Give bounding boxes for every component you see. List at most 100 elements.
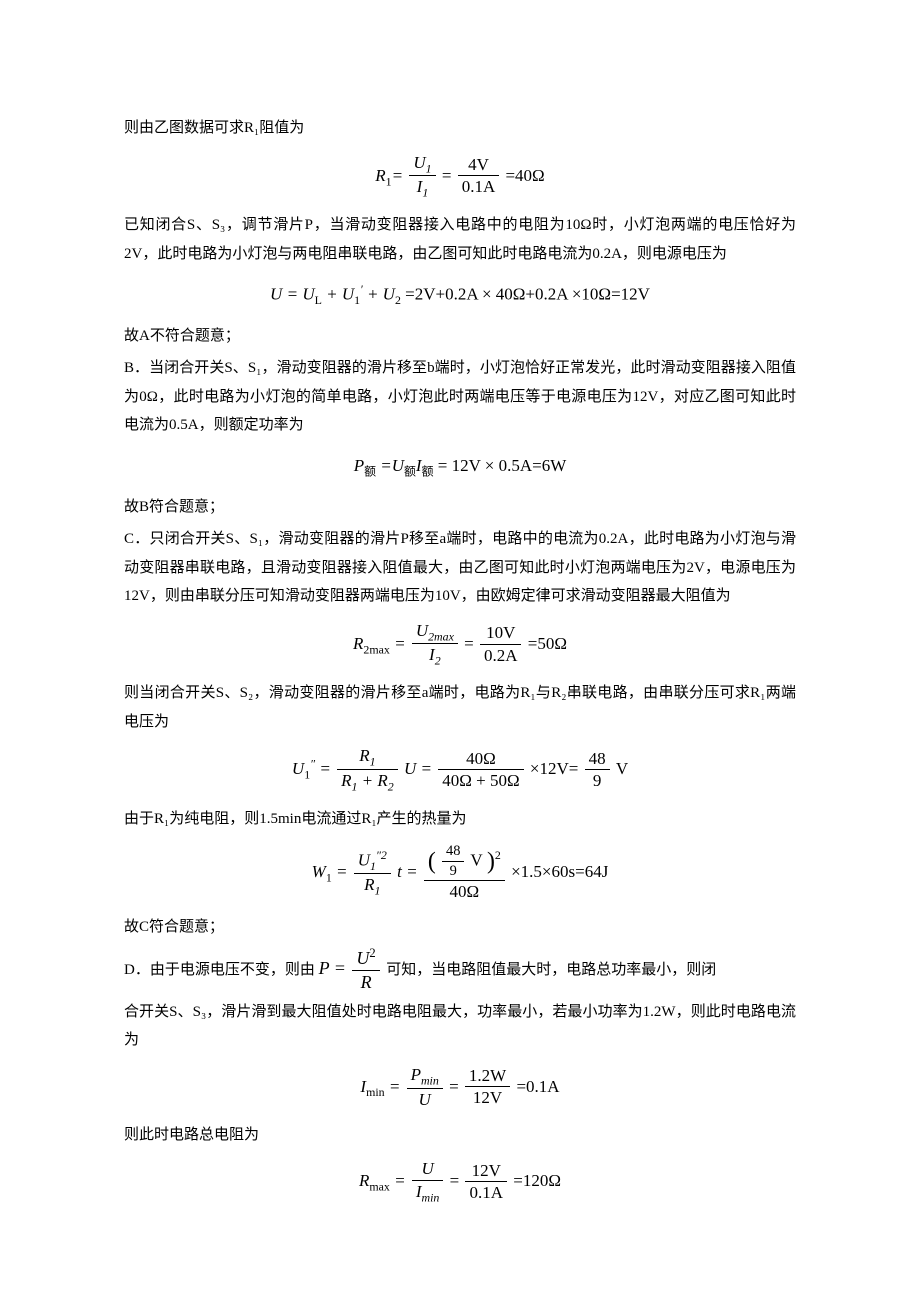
paragraph-8: 由于R₁为纯电阻，则1.5min电流通过R₁产生的热量为: [124, 805, 796, 834]
num: U: [412, 1159, 444, 1180]
result: =0.1A: [516, 1077, 559, 1096]
sub: min: [421, 1073, 439, 1087]
var: W: [312, 862, 326, 881]
var: U: [356, 948, 369, 968]
paragraph-10: D．由于电源电压不变，则由 P = U2 R 可知，当电路阻值最大时，电路总功率…: [124, 946, 796, 994]
fraction: 40Ω 40Ω + 50Ω: [438, 749, 523, 792]
var: P: [411, 1065, 421, 1084]
paragraph-3: 故A不符合题意；: [124, 322, 796, 351]
formula-imin: Imin = Pmin U = 1.2W 12V =0.1A: [124, 1065, 796, 1111]
inline-formula: P = U2 R: [319, 958, 387, 978]
plus: +: [357, 771, 377, 790]
den: 0.1A: [465, 1182, 507, 1204]
eq: =: [392, 166, 403, 185]
inner-fraction: 48 9: [442, 843, 464, 880]
num: 4V: [458, 155, 500, 176]
den: U: [407, 1089, 443, 1111]
paragraph-7: 则当闭合开关S、S₂，滑动变阻器的滑片移至a端时，电路为R₁与R₂串联电路，由串…: [124, 679, 796, 736]
paragraph-6: C．只闭合开关S、S₁，滑动变阻器的滑片P移至a端时，电路中的电流为0.2A，此…: [124, 525, 796, 611]
paragraph-1: 则由乙图数据可求R₁阻值为: [124, 114, 796, 143]
sup: ″: [310, 757, 315, 771]
unit: V: [616, 759, 628, 778]
var: R: [375, 166, 385, 185]
fraction: 12V 0.1A: [465, 1161, 507, 1204]
lhs: P =: [319, 958, 351, 978]
paragraph-11: 则此时电路总电阻为: [124, 1121, 796, 1150]
formula-r2max: R2max = U2max I2 = 10V 0.2A =50Ω: [124, 621, 796, 670]
var: R: [353, 634, 363, 653]
paragraph-9: 故C符合题意；: [124, 913, 796, 942]
sub: max: [369, 1180, 389, 1194]
big-fraction: ( 48 9 V )2 40Ω: [424, 843, 505, 903]
num-var: U: [413, 153, 425, 172]
num: 1.2W: [465, 1066, 510, 1087]
sub: min: [422, 1190, 440, 1204]
var: R: [359, 1171, 369, 1190]
mid: U =: [404, 759, 436, 778]
fraction: U1″2 R1: [354, 848, 391, 899]
fraction: Pmin U: [407, 1065, 443, 1111]
num: 48: [585, 749, 610, 770]
den: 40Ω: [424, 881, 505, 903]
fraction: R1 R1 + R2: [337, 746, 398, 795]
paragraph-10b: 合开关S、S₃，滑片滑到最大阻值处时电路电阻最大，功率最小，若最小功率为1.2W…: [124, 998, 796, 1055]
den: 0.1A: [458, 176, 500, 198]
sup: 2: [369, 946, 375, 960]
formula-rmax: Rmax = U Imin = 12V 0.1A =120Ω: [124, 1159, 796, 1205]
tail: ×1.5×60s=64J: [511, 862, 608, 881]
sup: 2: [495, 848, 501, 862]
num: 40Ω: [438, 749, 523, 770]
sub: 2: [388, 779, 394, 793]
fraction: 10V 0.2A: [480, 623, 522, 666]
num-var: R: [359, 746, 369, 765]
var: U: [292, 759, 304, 778]
fraction: U2max I2: [412, 621, 458, 670]
den: 40Ω + 50Ω: [438, 770, 523, 792]
result: =120Ω: [513, 1171, 561, 1190]
unit: V: [466, 851, 482, 870]
text: 可知，当电路阻值最大时，电路总功率最小，则闭: [386, 962, 716, 978]
den: 0.2A: [480, 645, 522, 667]
var: R: [341, 771, 351, 790]
den: 12V: [465, 1087, 510, 1109]
num: 12V: [465, 1161, 507, 1182]
fraction: U1 I1: [409, 153, 435, 202]
eq: =: [442, 166, 456, 185]
fraction: 4V 0.1A: [458, 155, 500, 198]
var: R: [364, 875, 374, 894]
var: R: [377, 771, 387, 790]
text: D．由于电源电压不变，则由: [124, 962, 315, 978]
result: =40Ω: [505, 166, 544, 185]
fraction: 48 9: [585, 749, 610, 792]
paragraph-2: 已知闭合S、S₃，调节滑片P，当滑动变阻器接入电路中的电阻为10Ω时，小灯泡两端…: [124, 211, 796, 268]
formula-p-rated: P额 =U额I额 = 12V × 0.5A=6W: [124, 450, 796, 483]
sub: 1: [375, 883, 381, 897]
sub: 2: [435, 654, 441, 668]
fraction: U Imin: [412, 1159, 444, 1205]
tail: ×12V=: [530, 759, 578, 778]
num: 48: [442, 843, 464, 861]
formula-u1pp: U1″ = R1 R1 + R2 U = 40Ω 40Ω + 50Ω ×12V=…: [124, 746, 796, 795]
result: =50Ω: [528, 634, 567, 653]
num: 10V: [480, 623, 522, 644]
formula-r1: R 1 = U1 I1 = 4V 0.1A =40Ω: [124, 153, 796, 202]
sub: 1: [422, 186, 428, 200]
mid: t =: [397, 862, 422, 881]
den: 9: [442, 862, 464, 881]
sub: 1: [426, 161, 432, 175]
den: R: [352, 971, 379, 994]
sub: min: [366, 1085, 385, 1099]
formula-w1: W1 = U1″2 R1 t = ( 48 9 V )2 40Ω ×1.5×60…: [124, 843, 796, 903]
var: U: [358, 850, 370, 869]
sub: 1: [370, 755, 376, 769]
num-var: U: [416, 621, 428, 640]
sub: 2max: [363, 642, 389, 656]
paragraph-5: 故B符合题意；: [124, 493, 796, 522]
sub: 1: [326, 871, 332, 885]
formula-u: U = UL + U1′ + U2 =2V+0.2A × 40Ω+0.2A ×1…: [124, 278, 796, 312]
paragraph-4: B．当闭合开关S、S₁，滑动变阻器的滑片移至b端时，小灯泡恰好正常发光，此时滑动…: [124, 354, 796, 440]
den: 9: [585, 770, 610, 792]
fraction: 1.2W 12V: [465, 1066, 510, 1109]
sup: ″2: [376, 848, 387, 862]
sub: 2max: [428, 629, 454, 643]
